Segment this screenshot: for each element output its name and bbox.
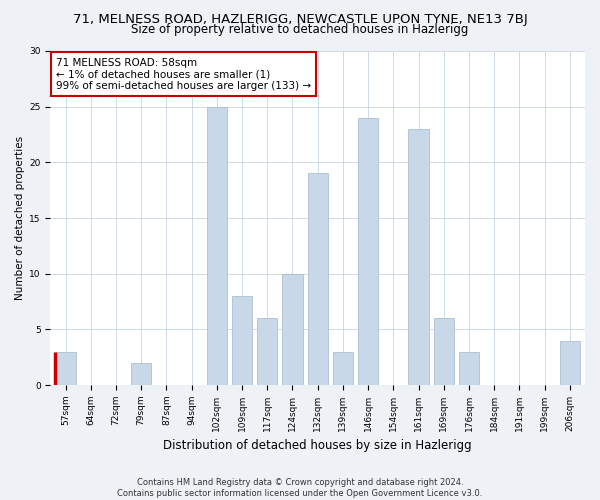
Bar (308, 174, 328, 385)
Bar (409, 129, 428, 385)
Text: 71, MELNESS ROAD, HAZLERIGG, NEWCASTLE UPON TYNE, NE13 7BJ: 71, MELNESS ROAD, HAZLERIGG, NEWCASTLE U… (73, 12, 527, 26)
Bar (232, 296, 252, 385)
Text: 71 MELNESS ROAD: 58sqm
← 1% of detached houses are smaller (1)
99% of semi-detac: 71 MELNESS ROAD: 58sqm ← 1% of detached … (56, 58, 311, 91)
Bar (55, 352, 76, 385)
Bar (207, 106, 227, 385)
Bar (333, 352, 353, 385)
Bar (560, 340, 580, 385)
Y-axis label: Number of detached properties: Number of detached properties (15, 136, 25, 300)
Bar (358, 118, 378, 385)
Text: Contains HM Land Registry data © Crown copyright and database right 2024.
Contai: Contains HM Land Registry data © Crown c… (118, 478, 482, 498)
Bar (131, 363, 151, 385)
Text: Size of property relative to detached houses in Hazlerigg: Size of property relative to detached ho… (131, 22, 469, 36)
Bar (434, 318, 454, 385)
Bar (257, 318, 277, 385)
X-axis label: Distribution of detached houses by size in Hazlerigg: Distribution of detached houses by size … (163, 440, 472, 452)
Bar (459, 352, 479, 385)
Bar (283, 274, 302, 385)
